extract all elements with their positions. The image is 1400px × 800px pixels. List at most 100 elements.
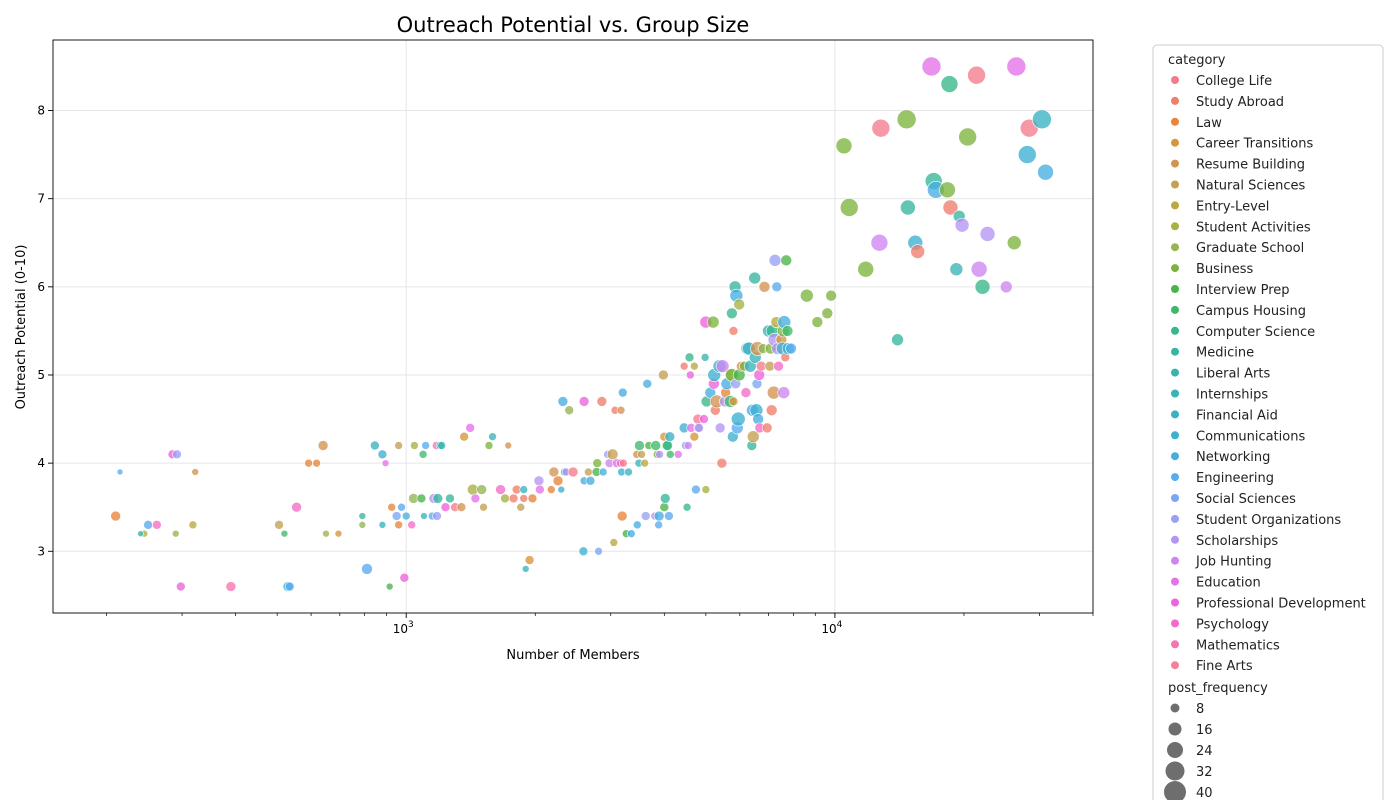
data-point bbox=[686, 370, 695, 380]
data-point bbox=[1017, 145, 1037, 164]
y-tick-label: 3 bbox=[37, 544, 45, 558]
data-point bbox=[421, 441, 430, 450]
data-point bbox=[585, 475, 596, 486]
data-point bbox=[564, 405, 574, 416]
data-point bbox=[548, 466, 560, 478]
data-point bbox=[358, 521, 367, 529]
legend-marker bbox=[1171, 243, 1179, 252]
data-point bbox=[397, 502, 406, 512]
data-point bbox=[896, 109, 917, 130]
data-point bbox=[479, 502, 488, 512]
data-point bbox=[358, 512, 367, 520]
legend-marker bbox=[1171, 305, 1179, 314]
legend-size-marker bbox=[1170, 703, 1180, 713]
legend-sizes: 8 16 24 32 40 bbox=[1164, 702, 1213, 800]
data-point bbox=[592, 458, 603, 468]
data-point bbox=[465, 423, 475, 433]
data-point bbox=[871, 118, 891, 138]
data-point bbox=[659, 502, 670, 513]
data-point bbox=[967, 65, 986, 85]
data-point bbox=[378, 521, 387, 529]
legend-marker bbox=[1171, 368, 1179, 377]
data-point bbox=[958, 127, 977, 147]
data-point bbox=[519, 485, 529, 494]
legend-marker bbox=[1171, 494, 1179, 502]
data-point bbox=[488, 432, 497, 441]
data-point bbox=[684, 352, 695, 363]
data-point bbox=[733, 298, 745, 311]
data-point bbox=[891, 333, 904, 347]
data-point bbox=[567, 466, 579, 478]
legend-label: Medicine bbox=[1196, 346, 1254, 361]
x-tick-label: 104 bbox=[821, 620, 842, 636]
data-point bbox=[761, 422, 773, 434]
chart-title: Outreach Potential vs. Group Size bbox=[397, 13, 750, 37]
data-point bbox=[773, 360, 784, 372]
data-point bbox=[653, 510, 665, 522]
data-point bbox=[694, 423, 704, 433]
x-axis-label: Number of Members bbox=[506, 648, 639, 663]
data-point bbox=[557, 396, 569, 407]
legend-size-label: 8 bbox=[1196, 702, 1204, 717]
legend-label: Natural Sciences bbox=[1196, 179, 1305, 194]
data-point bbox=[557, 485, 566, 494]
data-point bbox=[726, 307, 738, 320]
data-point bbox=[172, 449, 182, 460]
y-axis-ticks: 3 4 5 6 7 8 bbox=[37, 104, 53, 558]
y-tick-label: 6 bbox=[37, 280, 45, 294]
data-point bbox=[673, 450, 683, 459]
data-point bbox=[800, 288, 814, 303]
data-point bbox=[682, 502, 692, 512]
data-point bbox=[391, 511, 402, 521]
data-point bbox=[598, 467, 608, 477]
data-point bbox=[683, 441, 693, 450]
data-point bbox=[781, 325, 794, 337]
data-point bbox=[633, 520, 642, 530]
data-point bbox=[176, 581, 186, 592]
legend-marker bbox=[1171, 180, 1179, 189]
data-point bbox=[361, 563, 373, 575]
data-point bbox=[706, 315, 720, 329]
data-point bbox=[609, 538, 619, 547]
data-point bbox=[437, 441, 446, 450]
data-point bbox=[785, 342, 797, 355]
legend-marker bbox=[1171, 389, 1179, 398]
legend-label: Graduate School bbox=[1196, 241, 1304, 256]
legend-frame bbox=[1152, 44, 1384, 800]
legend-label: Liberal Arts bbox=[1196, 367, 1270, 382]
data-point bbox=[758, 281, 771, 293]
y-tick-label: 5 bbox=[37, 368, 45, 382]
data-point bbox=[765, 404, 778, 417]
data-point bbox=[839, 198, 859, 217]
legend-marker bbox=[1171, 117, 1179, 126]
data-point bbox=[970, 260, 988, 278]
data-point bbox=[484, 441, 494, 450]
data-point bbox=[407, 520, 417, 530]
data-point bbox=[440, 502, 451, 513]
data-point bbox=[870, 233, 889, 252]
data-point bbox=[974, 279, 991, 295]
data-point bbox=[658, 369, 669, 381]
data-point bbox=[322, 529, 330, 538]
legend-label: Entry-Level bbox=[1196, 199, 1269, 214]
data-point bbox=[420, 512, 428, 520]
data-point bbox=[771, 281, 783, 293]
data-point bbox=[1032, 109, 1052, 130]
grid-lines bbox=[53, 40, 1093, 613]
data-point bbox=[748, 271, 761, 285]
data-point bbox=[304, 458, 313, 468]
data-point bbox=[456, 502, 467, 513]
data-point bbox=[394, 441, 403, 450]
data-point bbox=[939, 181, 956, 199]
data-point bbox=[662, 440, 673, 451]
data-point bbox=[665, 450, 675, 459]
legend-label: Campus Housing bbox=[1196, 304, 1306, 319]
data-point bbox=[416, 493, 427, 504]
legend-marker bbox=[1171, 138, 1179, 147]
legend-size-label: 32 bbox=[1196, 765, 1213, 780]
data-point bbox=[191, 468, 200, 476]
data-point bbox=[700, 353, 710, 362]
legend-marker bbox=[1171, 473, 1179, 482]
data-point bbox=[942, 199, 959, 216]
data-point bbox=[780, 254, 793, 267]
